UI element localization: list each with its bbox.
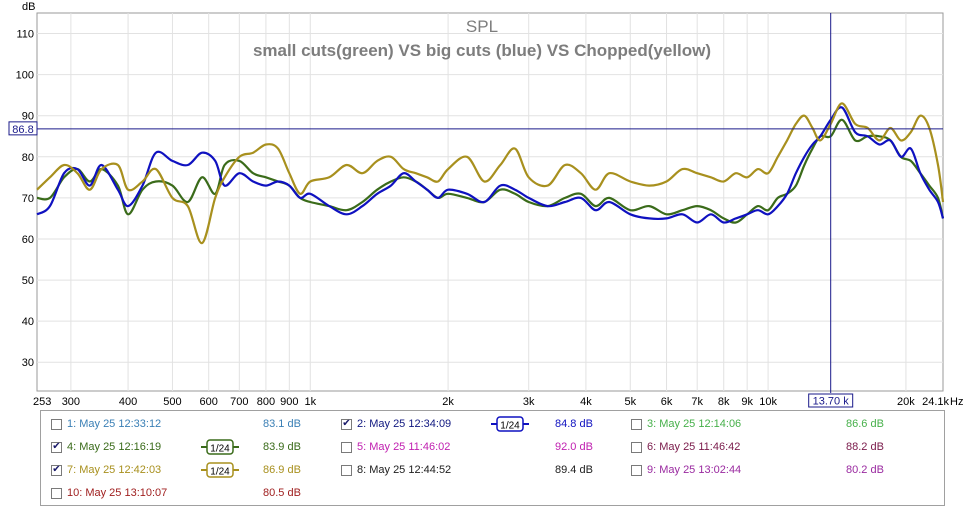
series-line[interactable] bbox=[36, 102, 945, 245]
legend-entry[interactable]: 8: May 25 12:44:52 bbox=[341, 459, 451, 481]
smoothing-box bbox=[206, 439, 234, 455]
x-tick-label: 800 bbox=[257, 396, 275, 408]
smoothing-box bbox=[496, 416, 524, 432]
legend-entry[interactable]: ✔ 7: May 25 12:42:03 bbox=[51, 459, 161, 481]
x-tick-label: 10k bbox=[759, 396, 777, 408]
x-tick-label: 7k bbox=[691, 396, 703, 408]
measurement-label[interactable]: 5: May 25 11:46:02 bbox=[357, 441, 451, 453]
measurement-level: 83.1 dB bbox=[263, 418, 301, 430]
x-tick-label: 700 bbox=[230, 396, 248, 408]
measurement-checkbox[interactable] bbox=[341, 441, 352, 453]
x-tick-label: 4k bbox=[580, 396, 592, 408]
x-tick-label: 6k bbox=[661, 396, 673, 408]
cursor-y-readout-box bbox=[8, 121, 38, 136]
chart-title: SPL bbox=[466, 17, 498, 36]
cursor-x-readout-box bbox=[808, 393, 854, 408]
measurement-label[interactable]: 3: May 25 12:14:06 bbox=[647, 418, 742, 430]
legend-entry[interactable]: ✔ 2: May 25 12:34:09 bbox=[341, 413, 451, 435]
y-tick-label: 100 bbox=[16, 70, 34, 82]
measurement-label[interactable]: 6: May 25 11:46:42 bbox=[647, 441, 741, 453]
measurement-label[interactable]: 1: May 25 12:33:12 bbox=[67, 418, 162, 430]
y-tick-label: 40 bbox=[22, 316, 34, 328]
measurement-label[interactable]: 7: May 25 12:42:03 bbox=[67, 464, 162, 476]
x-tick-label: 300 bbox=[62, 396, 80, 408]
measurement-level: 89.4 dB bbox=[555, 464, 593, 476]
cursor-y-readout: 86.8 bbox=[12, 124, 33, 136]
legend-entry[interactable]: 9: May 25 13:02:44 bbox=[631, 459, 741, 481]
measurement-level: 80.2 dB bbox=[846, 464, 884, 476]
x-tick-label: 9k bbox=[741, 396, 753, 408]
series-line[interactable] bbox=[36, 106, 945, 224]
x-tick-label: 400 bbox=[119, 396, 137, 408]
measurement-level: 84.8 dB bbox=[555, 418, 593, 430]
x-tick-label: 8k bbox=[718, 396, 730, 408]
smoothing-label: 1/24 bbox=[210, 444, 230, 455]
smoothing-indicator[interactable]: 1/24 bbox=[201, 439, 239, 455]
legend-entry[interactable]: 1: May 25 12:33:12 bbox=[51, 413, 161, 435]
measurement-checkbox[interactable] bbox=[51, 418, 62, 430]
measurement-level: 83.9 dB bbox=[263, 441, 301, 453]
legend-entry[interactable]: 6: May 25 11:46:42 bbox=[631, 436, 740, 458]
chart-subtitle: small cuts(green) VS big cuts (blue) VS … bbox=[253, 41, 711, 60]
x-tick-label: 500 bbox=[163, 396, 181, 408]
smoothing-label: 1/24 bbox=[500, 421, 520, 432]
smoothing-label: 1/24 bbox=[210, 467, 230, 478]
smoothing-box bbox=[206, 462, 234, 478]
legend-entry[interactable]: 10: May 25 13:10:07 bbox=[51, 482, 167, 504]
legend-row: 10: May 25 13:10:07 80.5 dB bbox=[41, 482, 944, 504]
measurement-label[interactable]: 8: May 25 12:44:52 bbox=[357, 464, 452, 476]
measurement-checkbox[interactable] bbox=[631, 441, 642, 453]
x-tick-label: 3k bbox=[523, 396, 535, 408]
y-tick-label: 90 bbox=[22, 111, 34, 123]
measurement-checkbox[interactable]: ✔ bbox=[341, 418, 352, 430]
measurement-checkbox[interactable] bbox=[51, 487, 62, 499]
measurement-level: 86.9 dB bbox=[263, 464, 301, 476]
measurement-legend: 1: May 25 12:33:12 83.1 dB ✔ 2: May 25 12:3… bbox=[40, 410, 945, 506]
measurement-label[interactable]: 9: May 25 13:02:44 bbox=[647, 464, 742, 476]
measurement-checkbox[interactable] bbox=[631, 418, 642, 430]
measurement-level: 80.5 dB bbox=[263, 487, 301, 499]
measurement-checkbox[interactable]: ✔ bbox=[51, 441, 62, 453]
cursor-x-readout: 13.70 k bbox=[813, 396, 850, 408]
x-tick-label: 2k bbox=[442, 396, 454, 408]
spl-chart[interactable]: 30 40 50 60 70 80 90 100 110 253 300 400 500 600 700 8… bbox=[0, 0, 963, 410]
measurement-checkbox[interactable] bbox=[631, 464, 642, 476]
x-tick-label: 600 bbox=[200, 396, 218, 408]
measurement-checkbox[interactable] bbox=[341, 464, 352, 476]
measurement-level: 86.6 dB bbox=[846, 418, 884, 430]
legend-row: 1: May 25 12:33:12 83.1 dB ✔ 2: May 25 12:3… bbox=[41, 413, 944, 435]
measurement-level: 92.0 dB bbox=[555, 441, 593, 453]
measurement-level: 88.2 dB bbox=[846, 441, 884, 453]
x-tick-label: 5k bbox=[624, 396, 636, 408]
measurement-label[interactable]: 4: May 25 12:16:19 bbox=[67, 441, 162, 453]
legend-entry[interactable]: ✔ 4: May 25 12:16:19 bbox=[51, 436, 161, 458]
measurement-label[interactable]: 10: May 25 13:10:07 bbox=[67, 487, 168, 499]
y-tick-label: 110 bbox=[16, 29, 34, 41]
measurement-checkbox[interactable]: ✔ bbox=[51, 464, 62, 476]
smoothing-indicator[interactable]: 1/24 bbox=[201, 462, 239, 478]
y-tick-label: 30 bbox=[22, 357, 34, 369]
y-tick-label: 70 bbox=[22, 193, 34, 205]
y-axis-unit: dB bbox=[22, 1, 35, 13]
legend-entry[interactable]: 5: May 25 11:46:02 bbox=[341, 436, 450, 458]
legend-entry[interactable]: 3: May 25 12:14:06 bbox=[631, 413, 741, 435]
x-tick-label: 1k bbox=[304, 396, 316, 408]
y-tick-label: 60 bbox=[22, 234, 34, 246]
x-tick-label: 900 bbox=[280, 396, 298, 408]
measurement-label[interactable]: 2: May 25 12:34:09 bbox=[357, 418, 452, 430]
x-tick-label: 24.1k bbox=[922, 396, 949, 408]
legend-row: ✔ 4: May 25 12:16:19 1/24 83.9 dB 5: May 25 … bbox=[41, 436, 944, 458]
y-tick-label: 80 bbox=[22, 152, 34, 164]
x-tick-label: 253 bbox=[33, 396, 51, 408]
y-tick-label: 50 bbox=[22, 275, 34, 287]
x-tick-label: 20k bbox=[897, 396, 915, 408]
legend-row: ✔ 7: May 25 12:42:03 1/24 86.9 dB 8: May 25 … bbox=[41, 459, 944, 481]
x-axis-unit: Hz bbox=[950, 396, 963, 408]
smoothing-indicator[interactable]: 1/24 bbox=[491, 416, 529, 432]
